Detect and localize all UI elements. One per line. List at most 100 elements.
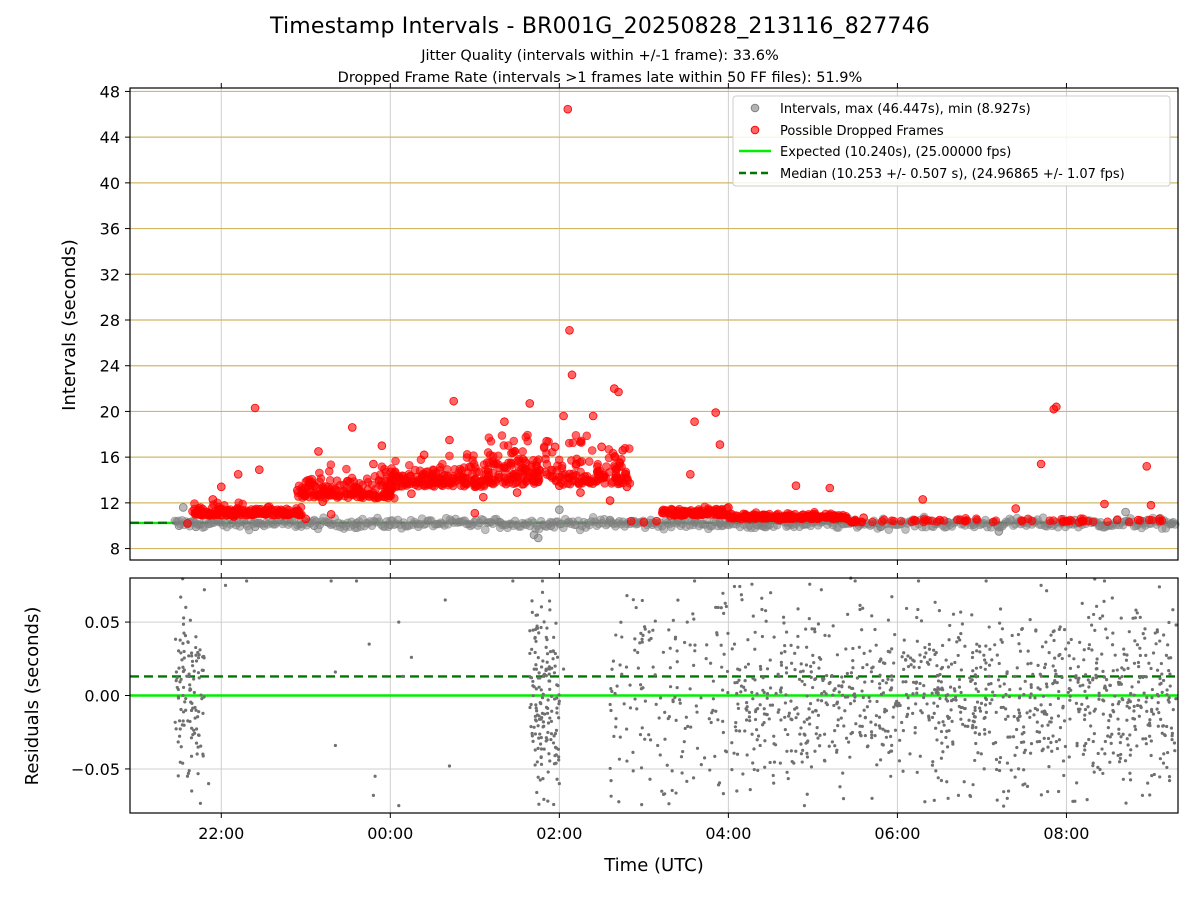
- residual-point: [860, 628, 864, 632]
- residual-point: [633, 697, 637, 701]
- residual-point: [1044, 682, 1049, 686]
- residual-point: [1117, 727, 1121, 731]
- residual-point: [175, 676, 179, 680]
- residual-point: [1046, 745, 1050, 749]
- residual-point: [975, 649, 979, 653]
- residual-point: [660, 789, 664, 793]
- residual-point: [987, 674, 991, 678]
- residual-point: [545, 652, 550, 656]
- residual-point: [529, 724, 533, 729]
- residual-point: [661, 650, 665, 654]
- residual-point: [878, 686, 882, 690]
- residual-point: [709, 720, 713, 725]
- residual-point: [787, 711, 791, 715]
- dropped-frame-point: [608, 448, 618, 458]
- residual-point: [1074, 674, 1078, 678]
- residual-point: [860, 689, 864, 693]
- residual-point: [1123, 759, 1128, 763]
- dropped-frame-point: [1124, 517, 1134, 527]
- residual-point: [557, 693, 561, 697]
- residual-point: [194, 741, 199, 745]
- residual-point: [181, 641, 185, 645]
- residual-point: [961, 722, 965, 726]
- residual-point: [807, 616, 811, 621]
- residual-point: [922, 684, 926, 688]
- residual-point: [1133, 724, 1137, 728]
- residual-point: [904, 680, 908, 684]
- dropped-frame-point: [563, 104, 573, 114]
- residual-point: [1046, 790, 1050, 794]
- residual-point: [610, 667, 614, 671]
- residual-point: [916, 607, 920, 612]
- residual-point: [746, 662, 751, 666]
- residual-point: [183, 634, 188, 638]
- residual-point: [1050, 749, 1054, 753]
- residual-point: [1083, 673, 1088, 677]
- residual-point: [786, 776, 790, 781]
- residual-point: [674, 718, 678, 722]
- dropped-frame-point: [233, 469, 243, 479]
- residual-point: [620, 635, 624, 639]
- dropped-frame-point: [459, 463, 469, 472]
- residual-point: [539, 688, 543, 692]
- dropped-frame-point: [190, 499, 199, 508]
- residual-point: [1073, 799, 1077, 803]
- residual-point: [1102, 699, 1106, 703]
- residual-point: [631, 598, 635, 602]
- dropped-frame-point: [555, 481, 564, 491]
- residual-point: [544, 645, 548, 649]
- residual-point: [870, 733, 874, 737]
- residual-point: [1088, 681, 1092, 685]
- residual-point: [753, 717, 758, 722]
- residual-point: [173, 637, 178, 641]
- residual-point: [1005, 761, 1010, 765]
- residual-point: [1045, 589, 1049, 593]
- residual-point: [1124, 801, 1128, 805]
- dropped-frame-point: [303, 476, 312, 485]
- residual-point: [853, 579, 857, 583]
- residual-point: [1108, 713, 1112, 717]
- residual-point: [1094, 661, 1099, 665]
- residual-point: [194, 708, 198, 712]
- residual-point: [710, 711, 714, 715]
- residual-point: [651, 665, 655, 669]
- residual-point: [1022, 692, 1026, 697]
- residual-point: [1158, 775, 1162, 779]
- residual-point: [949, 662, 954, 666]
- residual-point: [873, 627, 877, 632]
- residual-point: [544, 667, 548, 671]
- residual-point: [1105, 688, 1109, 692]
- residual-point: [534, 706, 538, 710]
- residual-point: [862, 651, 866, 655]
- residual-point: [1054, 674, 1059, 678]
- residual-point: [922, 655, 927, 659]
- residual-point: [1045, 685, 1049, 689]
- residual-point: [1080, 702, 1084, 706]
- residual-point: [735, 789, 739, 793]
- residual-point: [971, 783, 975, 787]
- residual-point: [1111, 708, 1115, 713]
- residual-point: [1064, 647, 1068, 651]
- residual-point: [1161, 761, 1166, 765]
- residual-point: [1111, 751, 1115, 755]
- residual-point: [182, 656, 186, 660]
- residual-point: [770, 703, 775, 707]
- residual-point: [798, 732, 802, 736]
- residual-point: [533, 650, 537, 655]
- dropped-frame-point: [972, 515, 982, 525]
- residual-point: [547, 679, 551, 683]
- residual-point: [542, 673, 546, 678]
- residual-point: [1105, 678, 1109, 682]
- dropped-frame-point: [462, 453, 472, 462]
- residual-point: [691, 776, 696, 780]
- residual-point: [333, 670, 337, 674]
- residual-point: [1056, 696, 1060, 701]
- residual-point: [1096, 765, 1100, 769]
- residual-point: [1168, 684, 1172, 688]
- residual-point: [693, 649, 697, 653]
- residual-point: [1005, 670, 1009, 674]
- residual-point: [758, 703, 762, 707]
- residual-point: [823, 759, 827, 763]
- residual-point: [960, 705, 964, 710]
- residual-point: [1097, 691, 1101, 695]
